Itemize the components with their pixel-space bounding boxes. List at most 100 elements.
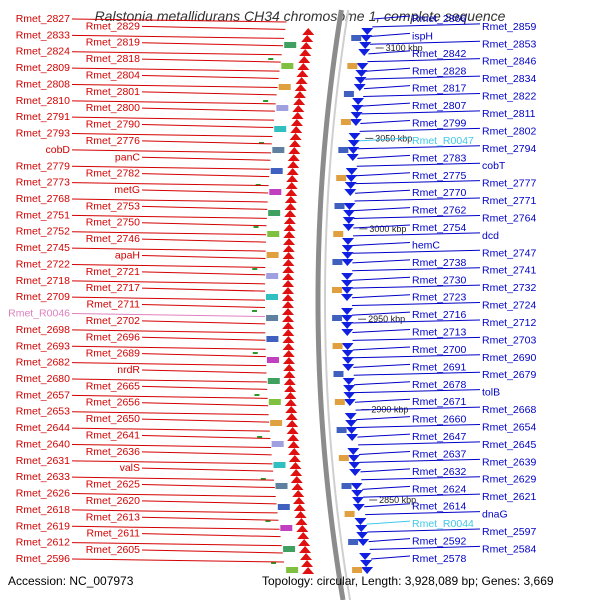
gene-label[interactable]: cobD [45, 144, 70, 156]
gene-label[interactable]: Rmet_2842 [412, 48, 466, 60]
gene-label[interactable]: Rmet_2596 [16, 553, 70, 565]
gene-label[interactable]: Rmet_2777 [482, 178, 536, 190]
gene-label[interactable]: Rmet_2626 [16, 488, 70, 500]
gene-label[interactable]: Rmet_2620 [86, 495, 140, 507]
gene-label[interactable]: Rmet_2621 [482, 491, 536, 503]
gene-label[interactable]: cobT [482, 160, 506, 172]
gene-label[interactable]: Rmet_2818 [86, 53, 140, 65]
gene-label[interactable]: Rmet_2693 [16, 340, 70, 352]
gene-label[interactable]: Rmet_2762 [412, 205, 466, 217]
gene-label[interactable]: Rmet_2793 [16, 128, 70, 140]
gene-label[interactable]: Rmet_2747 [482, 247, 536, 259]
gene-label[interactable]: Rmet_2644 [16, 422, 70, 434]
gene-label[interactable]: apaH [115, 249, 140, 261]
gene-label[interactable]: Rmet_2779 [16, 160, 70, 172]
gene-label[interactable]: nrdR [117, 364, 140, 376]
gene-label[interactable]: Rmet_2724 [482, 300, 536, 312]
gene-label[interactable]: Rmet_2828 [412, 65, 466, 77]
gene-label[interactable]: Rmet_2636 [86, 446, 140, 458]
gene-label[interactable]: Rmet_2639 [482, 456, 536, 468]
gene-label[interactable]: Rmet_2656 [86, 397, 140, 409]
gene-label[interactable]: tolB [482, 387, 500, 399]
gene-label[interactable]: dnaG [482, 509, 508, 521]
gene-label[interactable]: dcd [482, 230, 499, 242]
gene-label[interactable]: Rmet_2827 [16, 13, 70, 25]
gene-label[interactable]: Rmet_2578 [412, 553, 466, 565]
gene-label[interactable]: Rmet_2751 [16, 209, 70, 221]
gene-label[interactable]: Rmet_2754 [412, 222, 466, 234]
gene-label[interactable]: Rmet_2808 [16, 78, 70, 90]
gene-label[interactable]: Rmet_2665 [86, 380, 140, 392]
gene-label[interactable]: Rmet_2614 [412, 501, 466, 513]
gene-label[interactable]: Rmet_2753 [86, 200, 140, 212]
gene-label[interactable]: ispH [412, 30, 433, 42]
gene-label[interactable]: Rmet_2810 [16, 95, 70, 107]
gene-label[interactable]: Rmet_2776 [86, 135, 140, 147]
gene-label[interactable]: Rmet_2641 [86, 429, 140, 441]
gene-label[interactable]: Rmet_2678 [412, 379, 466, 391]
gene-label[interactable]: Rmet_2741 [482, 265, 536, 277]
gene-label[interactable]: Rmet_2654 [482, 421, 536, 433]
gene-label[interactable]: Rmet_2592 [412, 536, 466, 548]
gene-label[interactable]: Rmet_2790 [86, 119, 140, 131]
gene-label[interactable]: Rmet_2722 [16, 258, 70, 270]
gene-label[interactable]: Rmet_2671 [412, 396, 466, 408]
gene-label[interactable]: Rmet_2702 [86, 315, 140, 327]
gene-label[interactable]: Rmet_2750 [86, 217, 140, 229]
gene-label[interactable]: Rmet_R0046 [8, 308, 70, 320]
gene-label[interactable]: Rmet_2680 [16, 373, 70, 385]
gene-label[interactable]: Rmet_2691 [412, 361, 466, 373]
gene-label[interactable]: Rmet_2819 [86, 37, 140, 49]
gene-label[interactable]: Rmet_2657 [16, 389, 70, 401]
gene-label[interactable]: Rmet_2597 [482, 526, 536, 538]
gene-label[interactable]: Rmet_2775 [412, 170, 466, 182]
gene-label[interactable]: Rmet_2605 [86, 544, 140, 556]
gene-label[interactable]: Rmet_2645 [482, 439, 536, 451]
gene-label[interactable]: Rmet_2783 [412, 152, 466, 164]
gene-label[interactable]: panC [115, 151, 141, 163]
gene-label[interactable]: metG [114, 184, 140, 196]
gene-label[interactable]: Rmet_2689 [86, 348, 140, 360]
gene-label[interactable]: Rmet_2629 [482, 474, 536, 486]
gene-label[interactable]: Rmet_2723 [412, 292, 466, 304]
gene-label[interactable]: Rmet_2791 [16, 111, 70, 123]
gene-label[interactable]: Rmet_2866 [412, 13, 466, 25]
gene-label[interactable]: Rmet_2619 [16, 520, 70, 532]
gene-label[interactable]: Rmet_2625 [86, 479, 140, 491]
gene-label[interactable]: Rmet_2730 [412, 274, 466, 286]
gene-label[interactable]: Rmet_2846 [482, 56, 536, 68]
gene-label[interactable]: Rmet_2773 [16, 177, 70, 189]
gene-label[interactable]: Rmet_2633 [16, 471, 70, 483]
gene-label[interactable]: Rmet_2650 [86, 413, 140, 425]
gene-label[interactable]: Rmet_2611 [86, 528, 140, 540]
gene-label[interactable]: Rmet_2624 [412, 483, 466, 495]
gene-label[interactable]: Rmet_2822 [482, 91, 536, 103]
gene-label[interactable]: Rmet_2799 [412, 118, 466, 130]
gene-label[interactable]: Rmet_2696 [86, 331, 140, 343]
gene-label[interactable]: Rmet_2613 [86, 511, 140, 523]
gene-label[interactable]: Rmet_2711 [86, 299, 140, 311]
gene-label[interactable]: Rmet_2618 [16, 504, 70, 516]
gene-label[interactable]: Rmet_2690 [482, 352, 536, 364]
gene-label[interactable]: Rmet_2700 [412, 344, 466, 356]
gene-label[interactable]: Rmet_2746 [86, 233, 140, 245]
gene-label[interactable]: Rmet_2829 [86, 20, 140, 32]
gene-label[interactable]: Rmet_2584 [482, 543, 536, 555]
gene-label[interactable]: Rmet_2717 [86, 282, 140, 294]
gene-label[interactable]: Rmet_2800 [86, 102, 140, 114]
gene-label[interactable]: Rmet_2660 [412, 414, 466, 426]
gene-label[interactable]: Rmet_2668 [482, 404, 536, 416]
gene-label[interactable]: Rmet_2834 [482, 73, 536, 85]
gene-label[interactable]: Rmet_2804 [86, 69, 140, 81]
gene-label[interactable]: Rmet_2853 [482, 38, 536, 50]
gene-label[interactable]: Rmet_2640 [16, 438, 70, 450]
gene-label[interactable]: Rmet_2637 [412, 448, 466, 460]
gene-label[interactable]: Rmet_2713 [412, 327, 466, 339]
gene-label[interactable]: Rmet_2653 [16, 406, 70, 418]
gene-label[interactable]: Rmet_2764 [482, 212, 536, 224]
gene-label[interactable]: Rmet_2801 [86, 86, 140, 98]
gene-label[interactable]: Rmet_2771 [482, 195, 536, 207]
gene-label[interactable]: Rmet_2632 [412, 466, 466, 478]
gene-label[interactable]: Rmet_R0044 [412, 518, 474, 530]
gene-label[interactable]: Rmet_2698 [16, 324, 70, 336]
